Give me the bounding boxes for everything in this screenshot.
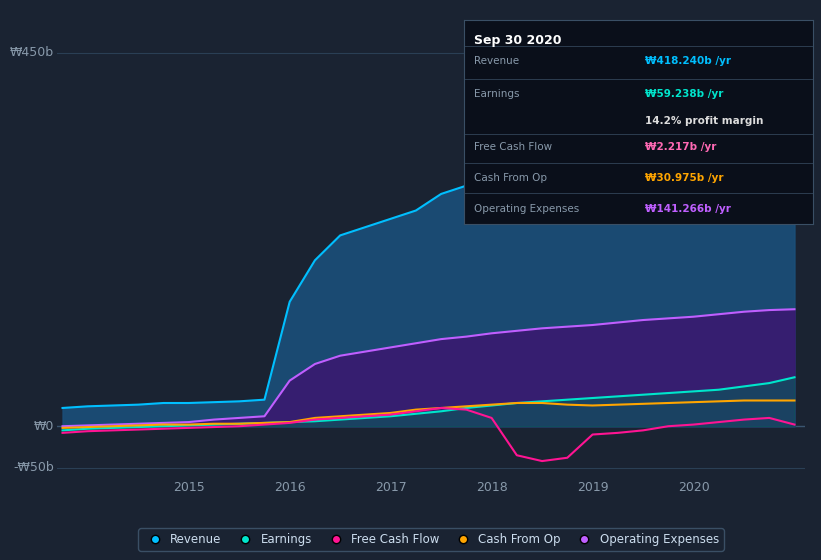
Text: ₩59.238b /yr: ₩59.238b /yr (645, 89, 723, 99)
Text: 14.2% profit margin: 14.2% profit margin (645, 116, 764, 125)
Text: Cash From Op: Cash From Op (475, 173, 548, 183)
Text: Sep 30 2020: Sep 30 2020 (475, 34, 562, 47)
Text: ₩141.266b /yr: ₩141.266b /yr (645, 204, 732, 213)
Text: -₩50b: -₩50b (13, 461, 53, 474)
Text: ₩0: ₩0 (34, 420, 53, 433)
Text: Operating Expenses: Operating Expenses (475, 204, 580, 213)
Legend: Revenue, Earnings, Free Cash Flow, Cash From Op, Operating Expenses: Revenue, Earnings, Free Cash Flow, Cash … (139, 528, 723, 550)
Text: Free Cash Flow: Free Cash Flow (475, 142, 553, 152)
Text: Revenue: Revenue (475, 57, 520, 67)
Text: ₩450b: ₩450b (10, 46, 53, 59)
Text: ₩2.217b /yr: ₩2.217b /yr (645, 142, 717, 152)
Text: ₩30.975b /yr: ₩30.975b /yr (645, 173, 724, 183)
Text: ₩418.240b /yr: ₩418.240b /yr (645, 57, 732, 67)
Text: Earnings: Earnings (475, 89, 520, 99)
